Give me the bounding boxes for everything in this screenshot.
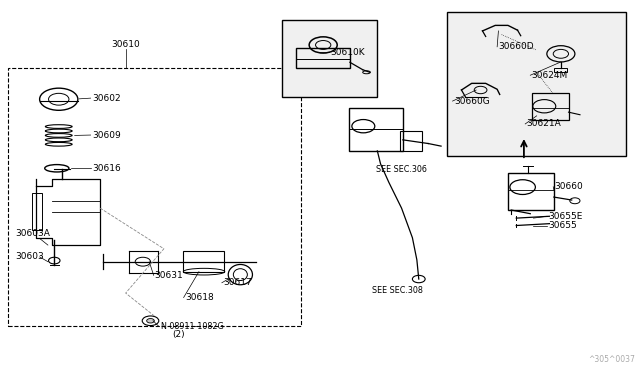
Bar bbox=[296, 48, 350, 68]
Text: 30603A: 30603A bbox=[15, 230, 51, 238]
Text: 30655: 30655 bbox=[548, 221, 577, 230]
Text: SEE SEC.306: SEE SEC.306 bbox=[376, 165, 427, 174]
Circle shape bbox=[147, 318, 154, 323]
Text: (2): (2) bbox=[172, 330, 185, 339]
Bar bbox=[32, 193, 42, 230]
Text: 30660: 30660 bbox=[554, 182, 583, 191]
Text: 30603: 30603 bbox=[15, 252, 44, 262]
Text: 30610: 30610 bbox=[111, 40, 140, 49]
Bar bbox=[554, 68, 567, 72]
Text: 30617: 30617 bbox=[223, 278, 252, 287]
Text: 30602: 30602 bbox=[92, 94, 120, 103]
Text: 30655E: 30655E bbox=[548, 212, 582, 221]
Bar bbox=[8, 68, 301, 326]
Text: 30621A: 30621A bbox=[527, 119, 561, 128]
Bar bbox=[508, 173, 554, 210]
Text: 30624M: 30624M bbox=[532, 71, 568, 80]
Bar bbox=[183, 251, 225, 272]
Text: 30616: 30616 bbox=[92, 164, 120, 173]
Text: 30618: 30618 bbox=[185, 293, 214, 302]
Text: 30660D: 30660D bbox=[499, 42, 534, 51]
Text: N 08911-1082G: N 08911-1082G bbox=[161, 322, 223, 331]
Text: SEE SEC.308: SEE SEC.308 bbox=[372, 286, 423, 295]
Bar bbox=[399, 131, 422, 151]
Text: 30609: 30609 bbox=[92, 131, 120, 140]
Text: 30631: 30631 bbox=[154, 271, 183, 280]
Text: 30610K: 30610K bbox=[330, 48, 365, 57]
Text: ^305^0037: ^305^0037 bbox=[589, 355, 636, 364]
Bar bbox=[532, 93, 568, 119]
Text: 30660G: 30660G bbox=[454, 97, 490, 106]
Bar bbox=[349, 109, 403, 151]
Bar bbox=[282, 20, 378, 97]
Bar bbox=[447, 13, 626, 157]
